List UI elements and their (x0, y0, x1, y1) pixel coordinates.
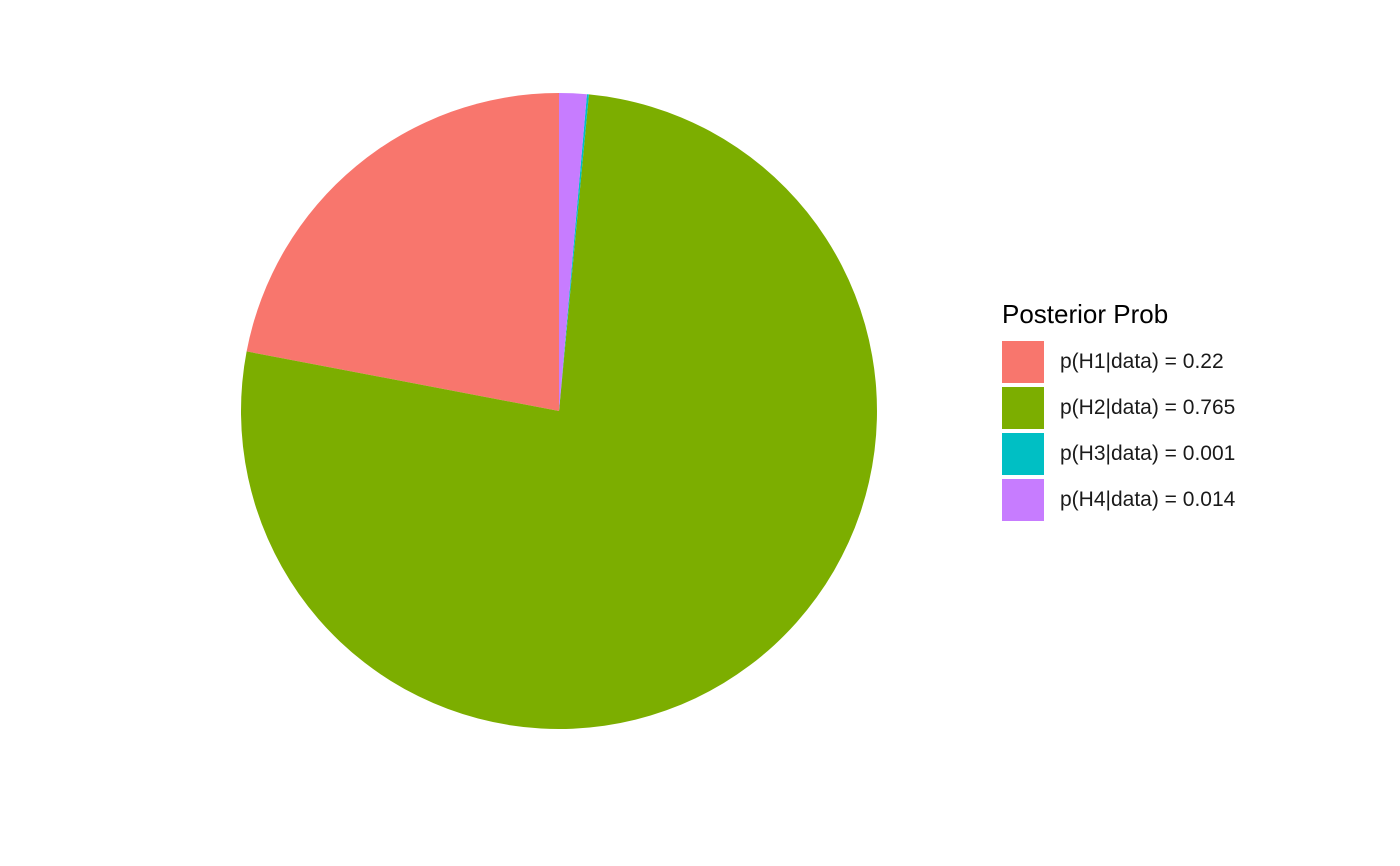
pie-slice-h1 (246, 93, 559, 411)
legend-label-h2: p(H2|data) = 0.765 (1060, 396, 1236, 419)
legend-item-h1: p(H1|data) = 0.22 (1002, 339, 1362, 385)
legend-item-h2: p(H2|data) = 0.765 (1002, 385, 1362, 431)
legend-title: Posterior Prob (1002, 299, 1169, 329)
legend-swatch-h4 (1002, 479, 1044, 521)
pie-slices (240, 93, 877, 729)
pie-slice-h3 (559, 94, 589, 411)
legend-label-h3: p(H3|data) = 0.001 (1060, 442, 1236, 465)
legend-label-h1: p(H1|data) = 0.22 (1060, 350, 1224, 373)
legend-swatch-h2 (1002, 387, 1044, 429)
legend-item-h4: p(H4|data) = 0.014 (1002, 477, 1362, 523)
pie-slice-h2 (240, 94, 877, 729)
legend-label-h4: p(H4|data) = 0.014 (1060, 488, 1236, 511)
legend-swatch-h3 (1002, 433, 1044, 475)
legend-item-h3: p(H3|data) = 0.001 (1002, 431, 1362, 477)
legend-swatch-h1 (1002, 341, 1044, 383)
legend: Posterior Prob p(H1|data) = 0.22 p(H2|da… (1002, 298, 1362, 523)
pie-slice-h4 (559, 93, 587, 411)
legend-items: p(H1|data) = 0.22 p(H2|data) = 0.765 p(H… (1002, 339, 1362, 523)
